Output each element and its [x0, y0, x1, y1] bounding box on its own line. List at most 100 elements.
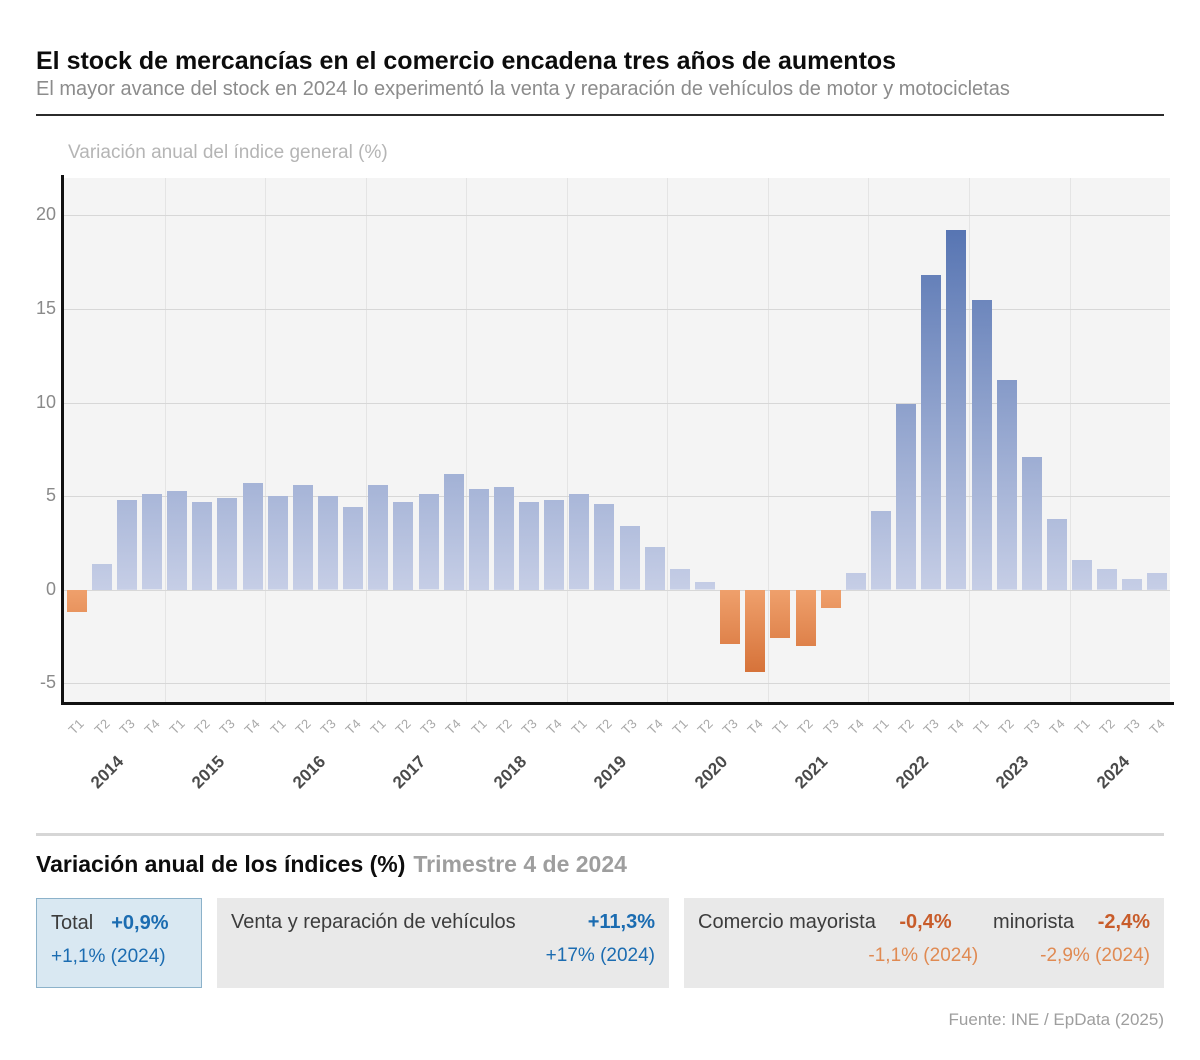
- page-subtitle: El mayor avance del stock en 2024 lo exp…: [36, 78, 1010, 100]
- x-tick-label: T4: [543, 716, 565, 738]
- gridline-vertical: [868, 178, 870, 702]
- bar-2015-T3: [217, 498, 238, 590]
- bar-2021-T2: [795, 589, 816, 646]
- x-tick-label: T3: [1121, 716, 1143, 738]
- x-tick-label: T4: [1046, 716, 1068, 738]
- x-tick-label: T2: [1096, 716, 1118, 738]
- bar-2022-T4: [946, 230, 967, 590]
- bar-2024-T1: [1072, 559, 1092, 590]
- y-tick-label: 5: [45, 485, 56, 506]
- card-comercio-right: minorista -2,4%: [993, 911, 1150, 934]
- card-minorista-value: -2,4%: [1097, 911, 1150, 933]
- x-tick-label: T2: [90, 716, 113, 738]
- gridline-vertical: [365, 178, 367, 702]
- card-minorista-label: minorista: [993, 911, 1075, 933]
- x-tick-label: T4: [442, 716, 465, 738]
- x-tick-label: T1: [970, 716, 993, 738]
- x-tick-label: T4: [945, 716, 967, 738]
- bar-2019-T4: [644, 546, 665, 590]
- page-title: El stock de mercancías en el comercio en…: [36, 46, 897, 75]
- gridline-vertical: [667, 178, 669, 702]
- bar-2023-T3: [1021, 456, 1042, 590]
- bar-2024-T3: [1122, 578, 1143, 590]
- bar-2018-T3: [519, 501, 539, 590]
- x-axis-labels: T1 T2 T3 T4 T1 T2 T3 T4 T1 T2 T3 T4 T1 T2 T3 T4 T1 T2 T3 T4…: [64, 708, 1170, 808]
- source-credit: Fuente: INE / EpData (2025): [948, 1010, 1164, 1029]
- x-tick-label: T3: [116, 716, 138, 738]
- gridline-horizontal: [64, 496, 1170, 498]
- card-minorista-annual: -2,9% (2024): [1040, 945, 1150, 966]
- year-label: 2014: [87, 752, 128, 793]
- bar-2018-T4: [544, 499, 565, 590]
- gridline-horizontal: [64, 309, 1170, 310]
- bar-2019-T2: [594, 503, 615, 590]
- y-tick-label: 0: [45, 578, 56, 599]
- year-label: 2018: [489, 752, 530, 793]
- bar-2016-T2: [292, 484, 313, 590]
- x-tick-label: T4: [241, 716, 264, 738]
- x-tick-label: T1: [1071, 716, 1093, 738]
- gridline-vertical: [566, 178, 568, 702]
- year-label: 2016: [288, 752, 329, 793]
- bar-2019-T3: [619, 526, 640, 590]
- card-venta-value: +11,3%: [587, 911, 655, 933]
- x-tick-label: T3: [819, 716, 842, 738]
- x-tick-label: T1: [65, 716, 88, 738]
- y-tick-label: 20: [35, 204, 56, 225]
- bar-2017-T1: [368, 484, 389, 590]
- x-tick-label: T2: [694, 716, 716, 738]
- year-label: 2015: [188, 752, 229, 793]
- bar-2017-T2: [393, 501, 414, 590]
- x-tick-label: T1: [367, 716, 389, 738]
- bar-2016-T3: [317, 496, 338, 590]
- x-tick-label: T3: [216, 716, 239, 738]
- bar-2016-T4: [343, 507, 364, 590]
- bar-2015-T4: [242, 483, 263, 590]
- card-total-value: +0,9%: [111, 912, 169, 934]
- x-tick-label: T3: [417, 716, 440, 738]
- year-label: 2022: [891, 752, 933, 793]
- bar-2014-T2: [91, 563, 112, 590]
- bar-2020-T4: [745, 589, 766, 672]
- bar-2020-T3: [720, 589, 741, 644]
- x-tick-label: T1: [870, 716, 892, 738]
- year-label: 2023: [992, 752, 1033, 793]
- card-total-annual: +1,1% (2024): [51, 946, 166, 967]
- bar-2020-T2: [695, 582, 715, 590]
- bar-2015-T1: [167, 490, 188, 590]
- x-tick-label: T2: [292, 716, 314, 738]
- x-tick-label: T2: [593, 716, 616, 738]
- summary-period: Trimestre 4 de 2024: [413, 851, 627, 877]
- x-tick-label: T2: [995, 716, 1018, 738]
- x-tick-label: T3: [317, 716, 339, 738]
- bar-2019-T1: [569, 494, 590, 590]
- x-tick-label: T3: [1021, 716, 1043, 738]
- x-tick-label: T4: [643, 716, 666, 738]
- bar-2018-T2: [493, 486, 514, 590]
- card-mayorista-label: Comercio mayorista: [698, 911, 876, 933]
- bar-2018-T1: [468, 488, 489, 590]
- bar-2014-T3: [116, 499, 137, 590]
- y-axis-labels: -5 0 5 10 15 20: [30, 178, 56, 702]
- gridline-vertical: [466, 178, 468, 702]
- summary-divider: [36, 833, 1164, 836]
- x-axis-line: [61, 702, 1174, 705]
- x-tick-label: T3: [618, 716, 641, 738]
- y-tick-label: -5: [39, 672, 56, 693]
- bar-2017-T4: [443, 473, 464, 590]
- plot-area: [64, 178, 1170, 702]
- bar-2014-T4: [142, 494, 162, 590]
- x-tick-label: T1: [769, 716, 792, 738]
- x-tick-label: T2: [493, 716, 515, 738]
- card-mayorista-annual: -1,1% (2024): [868, 945, 979, 966]
- bar-2022-T3: [921, 275, 942, 590]
- x-tick-label: T1: [669, 716, 691, 738]
- x-tick-label: T3: [518, 716, 540, 738]
- gridline-horizontal: [64, 215, 1170, 217]
- y-axis-line: [61, 175, 64, 703]
- year-label: 2020: [690, 752, 731, 793]
- x-tick-label: T4: [342, 716, 364, 738]
- card-total-label: Total: [51, 912, 94, 934]
- summary-cards: Total +0,9% +1,1% (2024) Venta y reparac…: [36, 898, 1164, 988]
- gridline-vertical: [1069, 178, 1071, 702]
